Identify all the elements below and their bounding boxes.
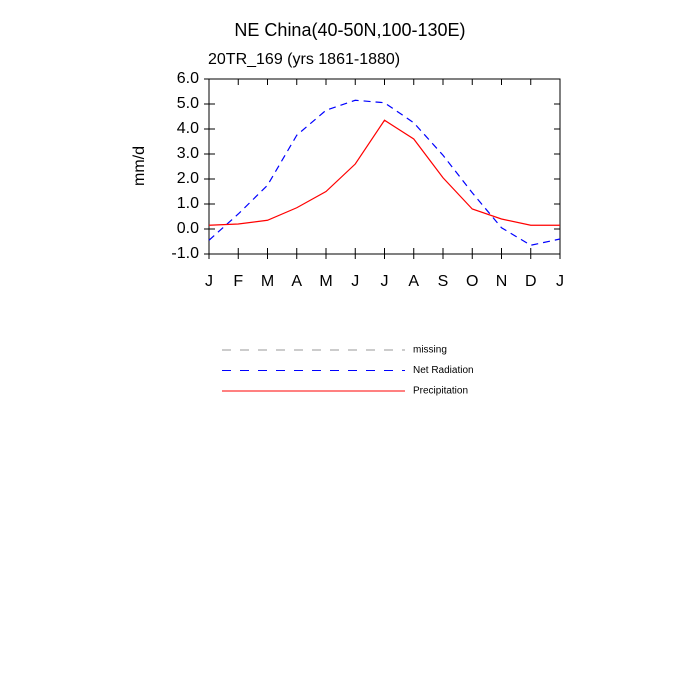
- legend-label: Precipitation: [413, 386, 468, 397]
- x-tick-label: J: [556, 273, 564, 290]
- x-tick-label: N: [496, 273, 508, 290]
- x-tick-label: S: [438, 273, 449, 290]
- y-tick-label: 1.0: [177, 195, 199, 212]
- x-tick-label: M: [319, 273, 332, 290]
- data-line: [208, 119, 560, 226]
- y-tick-label: 4.0: [177, 120, 199, 137]
- x-tick-label: J: [205, 273, 213, 290]
- y-axis-label: mm/d: [131, 146, 148, 186]
- y-tick-label: 6.0: [177, 70, 199, 87]
- x-tick-label: J: [381, 273, 389, 290]
- data-line: [208, 99, 561, 246]
- y-tick-label: 2.0: [177, 170, 199, 187]
- y-tick-label: 5.0: [177, 95, 199, 112]
- legend-label: Net Radiation: [413, 365, 474, 376]
- x-tick-label: O: [466, 273, 478, 290]
- x-tick-label: J: [351, 273, 359, 290]
- x-tick-label: F: [233, 273, 243, 290]
- x-tick-label: A: [408, 273, 419, 290]
- chart-subtitle: 20TR_169 (yrs 1861-1880): [208, 51, 400, 68]
- y-tick-label: -1.0: [171, 245, 199, 262]
- legend-label: missing: [413, 345, 447, 356]
- chart-title: NE China(40-50N,100-130E): [234, 20, 465, 40]
- x-tick-label: A: [291, 273, 302, 290]
- x-tick-label: M: [261, 273, 274, 290]
- y-tick-label: 3.0: [177, 145, 199, 162]
- x-tick-label: D: [525, 273, 537, 290]
- y-tick-label: 0.0: [177, 220, 199, 237]
